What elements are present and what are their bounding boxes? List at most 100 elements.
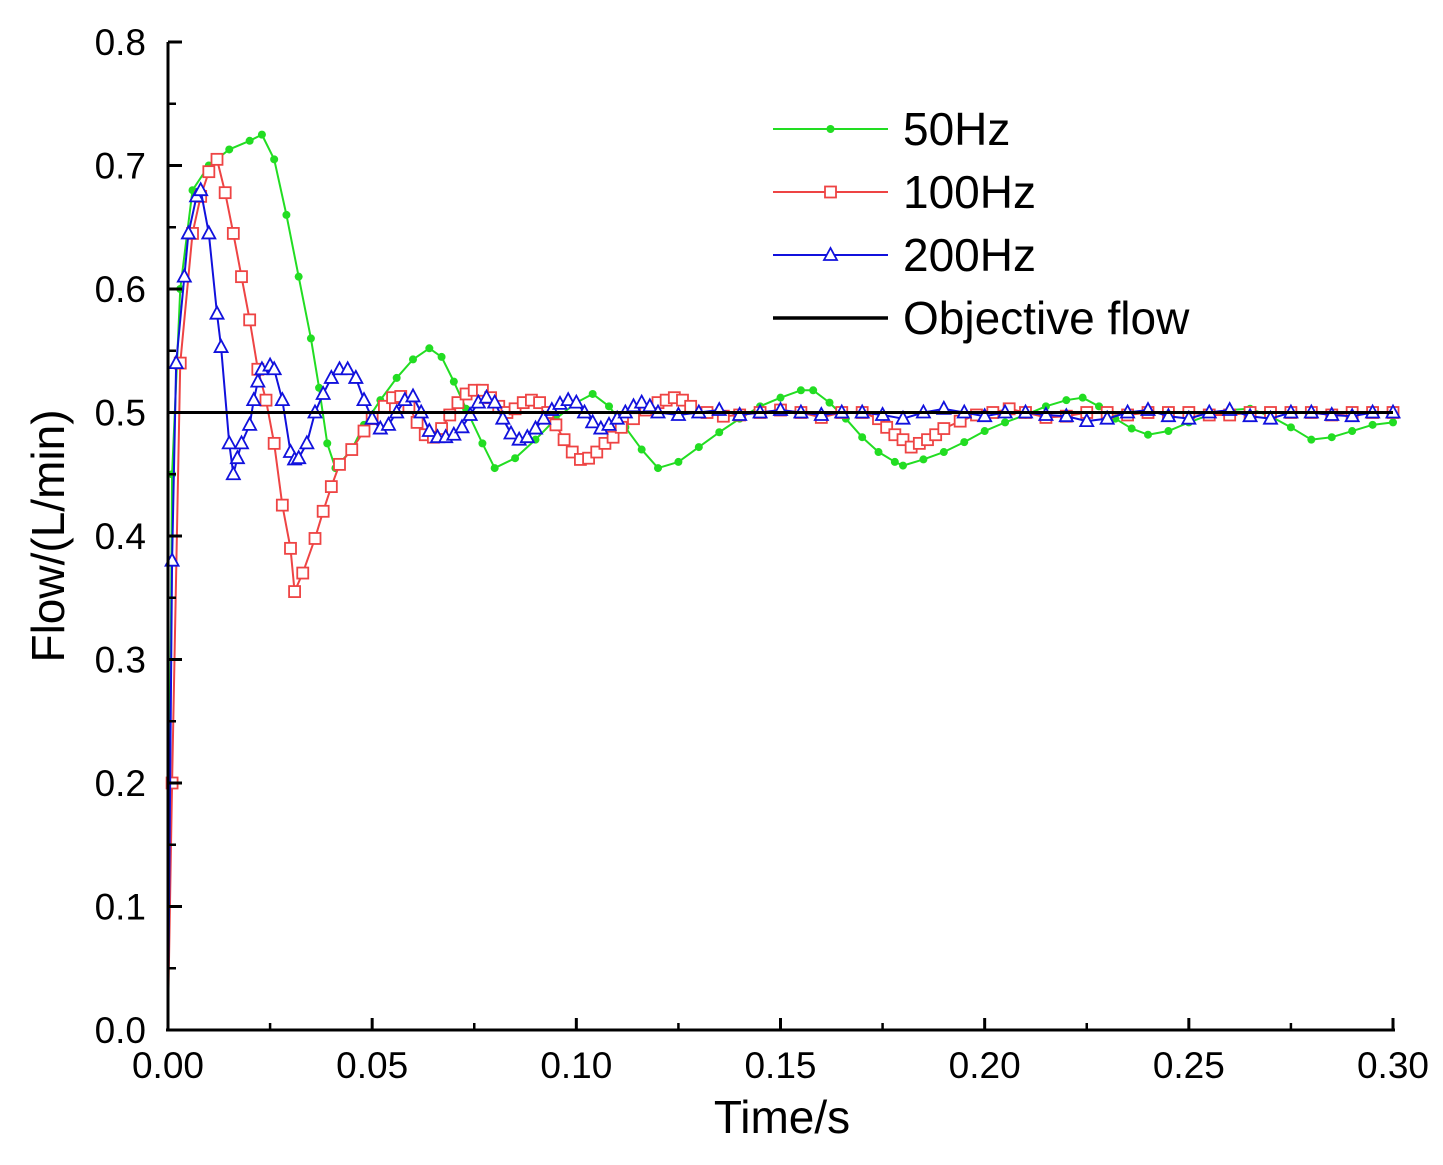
- point-200hz: [339, 360, 356, 376]
- point-50hz: [1164, 427, 1173, 436]
- series-100hz: [165, 152, 1400, 1018]
- legend-label: Objective flow: [903, 292, 1190, 344]
- point-100hz: [202, 165, 216, 179]
- point-200hz: [249, 372, 266, 388]
- point-50hz: [1286, 423, 1295, 432]
- point-100hz: [557, 433, 571, 447]
- y-tick-label: 0.3: [95, 640, 146, 681]
- legend-label: 100Hz: [903, 166, 1036, 218]
- y-tick-label: 0.0: [95, 1010, 146, 1051]
- point-200hz: [453, 418, 471, 434]
- point-50hz: [306, 334, 315, 343]
- x-tick-label: 0.30: [1357, 1045, 1429, 1086]
- point-50hz: [257, 130, 266, 139]
- legend-item-100hz: 100Hz: [773, 166, 1036, 218]
- y-tick-label: 0.4: [95, 516, 146, 557]
- point-100hz: [443, 408, 457, 422]
- point-50hz: [245, 136, 254, 145]
- point-200hz: [355, 391, 373, 407]
- point-50hz: [1001, 418, 1010, 427]
- series-line-100hz: [167, 158, 1393, 1018]
- point-200hz: [445, 425, 462, 441]
- point-100hz: [684, 399, 698, 413]
- point-50hz: [694, 443, 703, 452]
- point-50hz: [899, 461, 907, 470]
- point-50hz: [637, 445, 646, 454]
- point-50hz: [1078, 393, 1087, 402]
- point-50hz: [960, 438, 969, 447]
- point-200hz: [200, 224, 217, 240]
- point-200hz: [1099, 409, 1116, 425]
- point-200hz: [347, 369, 364, 384]
- point-200hz: [315, 385, 332, 400]
- point-200hz: [233, 434, 250, 450]
- x-tick-label: 0.20: [949, 1045, 1021, 1086]
- legend-item-objective-flow: Objective flow: [773, 292, 1190, 344]
- point-50hz: [425, 344, 434, 353]
- point-50hz: [715, 428, 724, 437]
- point-200hz: [1058, 407, 1075, 423]
- point-100hz: [937, 422, 951, 435]
- point-200hz: [478, 388, 495, 404]
- point-50hz: [809, 386, 818, 395]
- point-100hz: [476, 383, 489, 397]
- legend-item-200hz: 200Hz: [773, 229, 1036, 281]
- point-200hz: [229, 449, 246, 465]
- x-tick-label: 0.15: [744, 1045, 816, 1086]
- point-100hz: [308, 532, 322, 545]
- point-200hz: [404, 387, 422, 403]
- point-50hz: [825, 398, 834, 407]
- legend-swatch-marker: [822, 246, 839, 261]
- x-tick-label: 0.25: [1153, 1045, 1225, 1086]
- point-50hz: [874, 448, 883, 457]
- point-200hz: [584, 413, 601, 429]
- point-100hz: [345, 443, 359, 456]
- series-line-50hz: [167, 133, 1394, 1031]
- point-100hz: [288, 585, 301, 598]
- x-axis-title: Time/s: [714, 1091, 850, 1143]
- y-axis-title: Flow/(L/min): [22, 409, 74, 662]
- y-tick-label: 0.6: [95, 269, 146, 310]
- x-tick-label: 0.10: [540, 1045, 612, 1086]
- point-200hz: [274, 391, 291, 407]
- point-200hz: [560, 391, 577, 407]
- point-100hz: [275, 498, 289, 512]
- point-200hz: [225, 465, 242, 481]
- point-100hz: [296, 566, 310, 580]
- legend-item-50hz: 50Hz: [773, 103, 1010, 155]
- point-200hz: [241, 415, 258, 431]
- legend-swatch-marker: [826, 125, 835, 133]
- point-200hz: [568, 393, 585, 409]
- y-tick-label: 0.2: [95, 763, 146, 804]
- point-200hz: [502, 424, 520, 440]
- point-50hz: [1307, 435, 1316, 444]
- point-50hz: [323, 439, 332, 448]
- point-100hz: [565, 445, 579, 459]
- point-100hz: [235, 270, 248, 284]
- point-50hz: [919, 455, 928, 464]
- point-100hz: [410, 415, 424, 429]
- point-100hz: [259, 393, 273, 407]
- point-200hz: [213, 338, 230, 353]
- point-200hz: [176, 267, 193, 283]
- point-200hz: [1242, 407, 1259, 423]
- point-50hz: [1062, 396, 1071, 405]
- point-100hz: [435, 422, 448, 435]
- point-200hz: [168, 354, 185, 370]
- point-200hz: [894, 409, 912, 425]
- point-200hz: [1344, 407, 1361, 423]
- point-50hz: [674, 457, 683, 466]
- point-50hz: [392, 373, 401, 382]
- point-200hz: [208, 304, 226, 320]
- point-50hz: [858, 433, 867, 442]
- point-200hz: [976, 407, 993, 423]
- point-100hz: [590, 445, 604, 459]
- point-200hz: [535, 409, 552, 425]
- point-200hz: [323, 369, 340, 384]
- point-50hz: [605, 402, 613, 411]
- point-100hz: [316, 504, 330, 518]
- point-100hz: [606, 430, 620, 444]
- point-200hz: [1180, 409, 1197, 425]
- point-50hz: [588, 389, 597, 398]
